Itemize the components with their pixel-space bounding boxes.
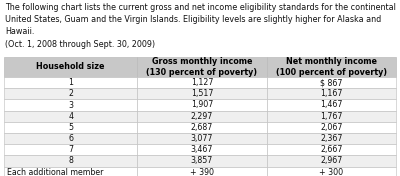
Text: 3,857: 3,857 <box>191 156 213 165</box>
Text: 1,767: 1,767 <box>320 112 342 121</box>
Text: 2,667: 2,667 <box>320 145 342 154</box>
Text: 2,367: 2,367 <box>320 134 342 143</box>
Text: 1,907: 1,907 <box>191 100 213 109</box>
Text: Household size: Household size <box>36 62 105 71</box>
Text: Each additional member: Each additional member <box>7 168 103 176</box>
Text: 1,517: 1,517 <box>191 89 213 98</box>
Text: 3,467: 3,467 <box>191 145 213 154</box>
Text: 2,967: 2,967 <box>320 156 342 165</box>
Text: 8: 8 <box>68 156 73 165</box>
Text: 1,467: 1,467 <box>320 100 342 109</box>
Text: 7: 7 <box>68 145 73 154</box>
Text: + 300: + 300 <box>319 168 343 176</box>
Text: 2,067: 2,067 <box>320 123 342 132</box>
Text: + 390: + 390 <box>190 168 214 176</box>
Text: 1,127: 1,127 <box>191 78 213 87</box>
Text: Gross monthly income
(130 percent of poverty): Gross monthly income (130 percent of pov… <box>146 57 258 77</box>
Text: 2: 2 <box>68 89 73 98</box>
Text: 2,297: 2,297 <box>191 112 213 121</box>
Text: $ 867: $ 867 <box>320 78 342 87</box>
Text: 1: 1 <box>68 78 73 87</box>
Text: 4: 4 <box>68 112 73 121</box>
Text: The following chart lists the current gross and net income eligibility standards: The following chart lists the current gr… <box>5 3 396 36</box>
Text: 5: 5 <box>68 123 73 132</box>
Text: 1,167: 1,167 <box>320 89 342 98</box>
Text: 6: 6 <box>68 134 73 143</box>
Text: (Oct. 1, 2008 through Sept. 30, 2009): (Oct. 1, 2008 through Sept. 30, 2009) <box>5 40 155 49</box>
Text: Net monthly income
(100 percent of poverty): Net monthly income (100 percent of pover… <box>276 57 387 77</box>
Text: 2,687: 2,687 <box>191 123 213 132</box>
Text: 3: 3 <box>68 100 73 109</box>
Text: 3,077: 3,077 <box>191 134 213 143</box>
